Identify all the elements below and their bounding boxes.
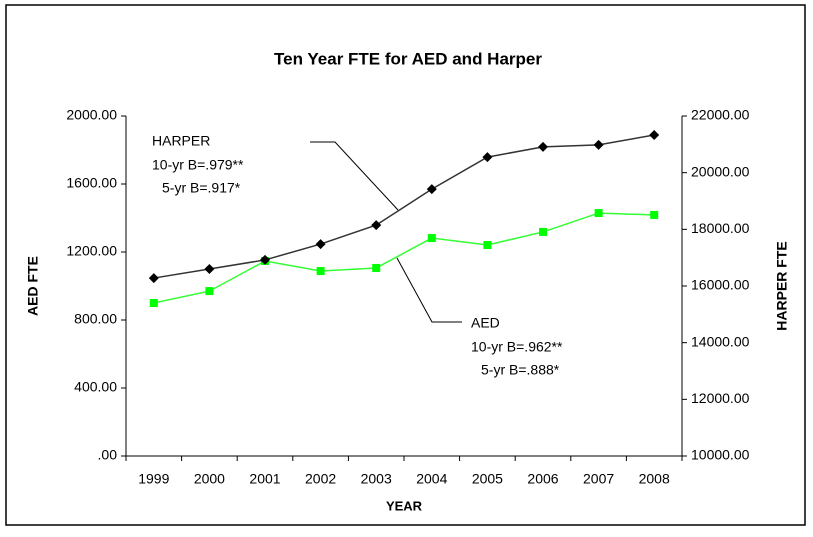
x-tick-label: 2005	[472, 471, 503, 487]
marker	[483, 241, 492, 250]
chart-title: Ten Year FTE for AED and Harper	[274, 49, 542, 68]
x-tick-label: 2007	[583, 471, 614, 487]
y2-tick-label: 12000.00	[691, 390, 750, 406]
annotation: AED	[471, 315, 500, 331]
marker	[649, 129, 660, 140]
annotation: 5-yr B=.917*	[162, 180, 241, 196]
x-tick-label: 2000	[194, 471, 225, 487]
annotation: 10-yr B=.962**	[471, 339, 563, 355]
y2-tick-label: 20000.00	[691, 163, 750, 179]
series-line	[153, 212, 655, 304]
annotation: HARPER	[152, 133, 210, 149]
marker	[148, 273, 159, 284]
marker	[426, 184, 437, 195]
y-tick-label: 800.00	[74, 311, 117, 327]
chart-border	[5, 4, 806, 526]
leader-line	[396, 257, 462, 323]
marker	[482, 152, 493, 163]
y2-tick-label: 14000.00	[691, 333, 750, 349]
y-axis-title: AED FTE	[25, 256, 41, 316]
series-line	[153, 134, 655, 279]
y-tick-label: .00	[98, 447, 118, 463]
marker	[539, 227, 547, 236]
x-tick-label: 2008	[639, 471, 670, 487]
marker	[204, 264, 215, 274]
marker	[371, 220, 382, 231]
marker	[372, 263, 381, 272]
y2-tick-label: 16000.00	[691, 277, 750, 293]
x-tick-label: 2003	[361, 471, 392, 487]
marker	[650, 210, 659, 219]
y-tick-label: 400.00	[74, 379, 117, 395]
y-tick-label: 2000.00	[66, 107, 117, 123]
y-tick-label: 1600.00	[66, 175, 117, 191]
x-tick-label: 1999	[138, 471, 169, 487]
y2-tick-label: 10000.00	[691, 447, 750, 463]
x-tick-label: 2001	[249, 471, 280, 487]
x-tick-label: 2004	[416, 471, 447, 487]
marker	[260, 254, 270, 265]
marker	[427, 234, 436, 243]
y2-axis-title: HARPER FTE	[774, 241, 790, 330]
marker	[205, 287, 214, 296]
marker	[593, 139, 604, 150]
y2-tick-label: 22000.00	[691, 107, 750, 123]
y2-tick-label: 18000.00	[691, 220, 750, 236]
marker	[315, 239, 326, 250]
marker	[594, 209, 603, 218]
x-axis-title: YEAR	[386, 498, 423, 513]
x-tick-label: 2002	[305, 471, 336, 487]
x-tick-label: 2006	[527, 471, 558, 487]
marker	[316, 267, 325, 276]
annotation: 5-yr B=.888*	[481, 362, 560, 378]
marker	[149, 299, 158, 307]
leader-line	[310, 141, 399, 211]
y-tick-label: 1200.00	[66, 243, 117, 259]
annotation: 10-yr B=.979**	[152, 157, 244, 173]
marker	[538, 141, 548, 152]
